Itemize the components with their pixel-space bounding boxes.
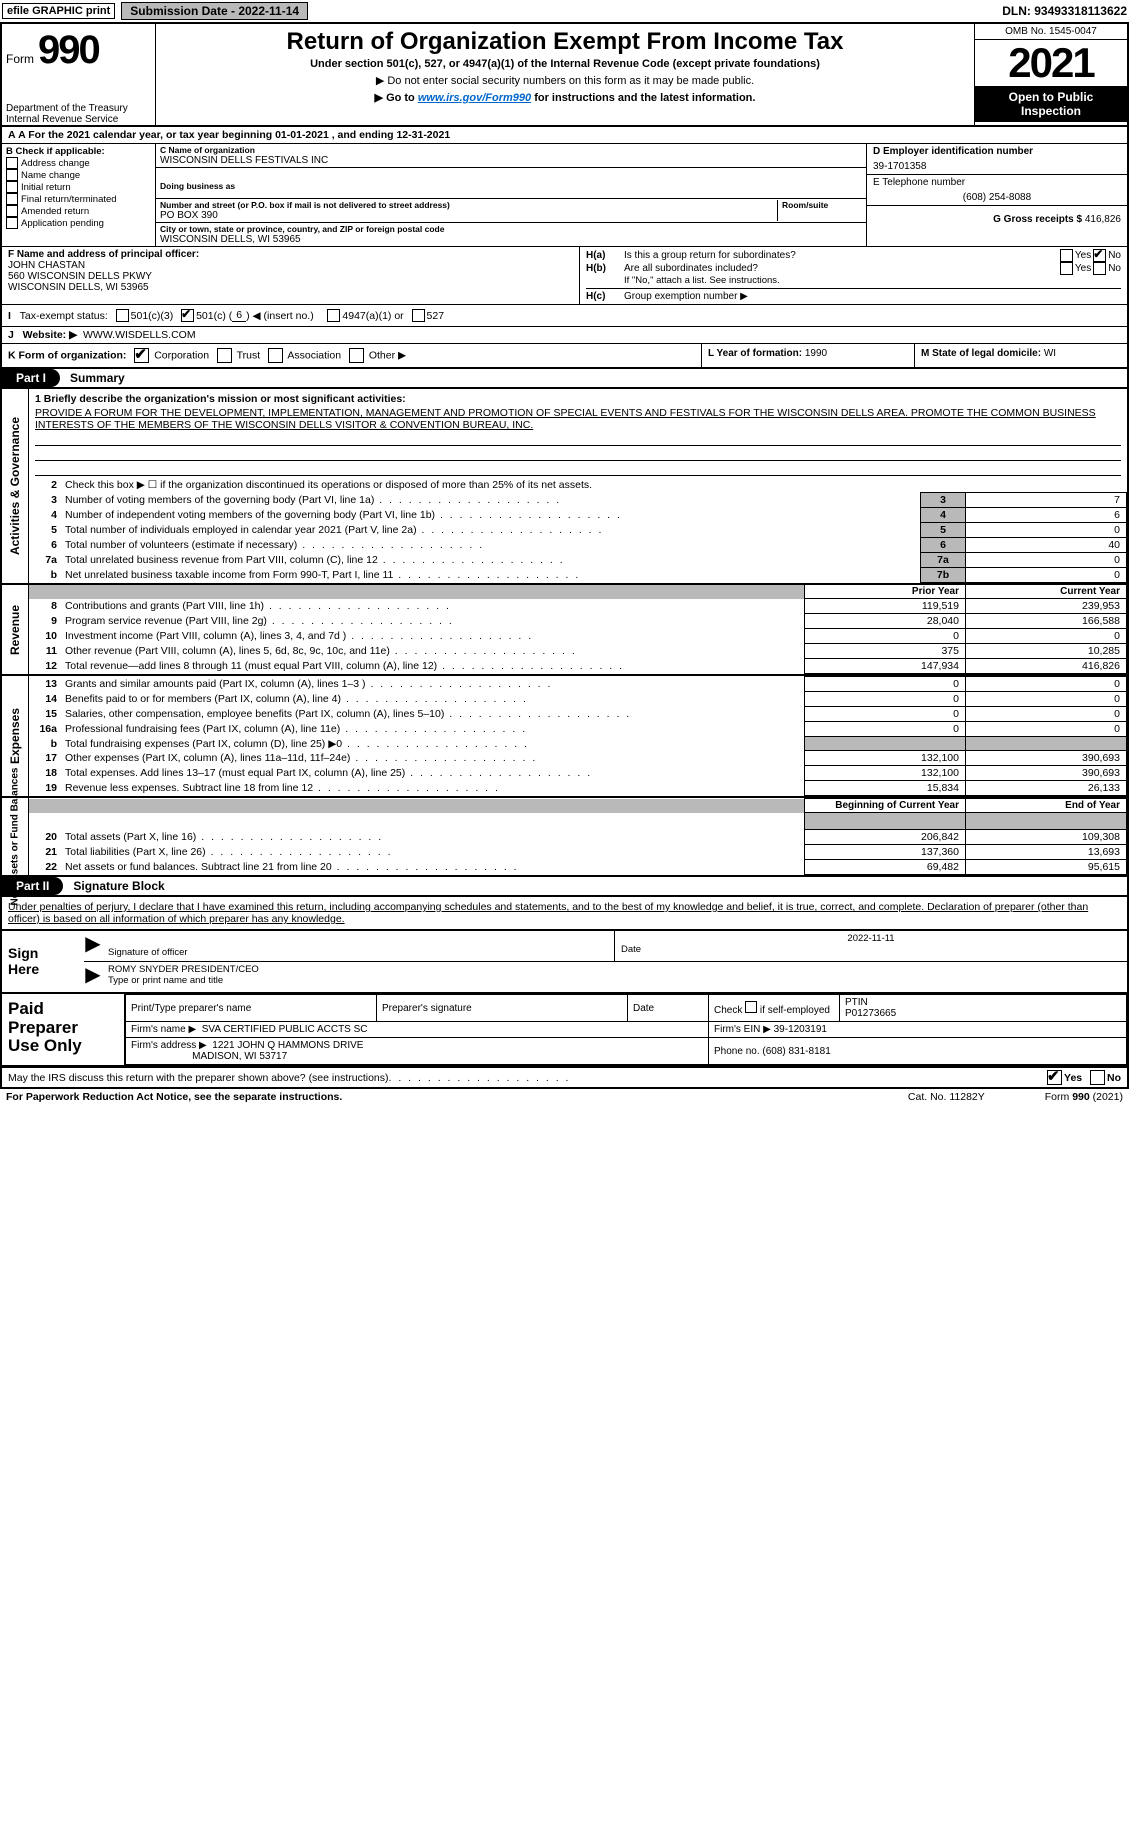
irs-link[interactable]: www.irs.gov/Form990 <box>418 92 531 104</box>
chk-amended[interactable] <box>6 205 18 217</box>
mission-text: PROVIDE A FORUM FOR THE DEVELOPMENT, IMP… <box>35 407 1121 431</box>
discuss-no[interactable] <box>1090 1070 1105 1085</box>
chk-501c[interactable] <box>181 309 194 322</box>
org-name: WISCONSIN DELLS FESTIVALS INC <box>160 155 862 166</box>
bottom-row: For Paperwork Reduction Act Notice, see … <box>0 1089 1129 1105</box>
omb-number: OMB No. 1545-0047 <box>975 24 1127 40</box>
part-ii-header: Part II Signature Block <box>0 877 1129 897</box>
section-bcd: B Check if applicable: Address change Na… <box>0 144 1129 246</box>
signature-area: Sign Here ▶ Signature of officer 2022-11… <box>0 930 1129 994</box>
arrow-icon: ▶ <box>84 931 102 961</box>
efile-graphic-print: efile GRAPHIC print <box>2 3 115 19</box>
ha-no[interactable] <box>1093 249 1106 262</box>
ssn-note: ▶ Do not enter social security numbers o… <box>166 74 964 87</box>
governance-table: 2Check this box ▶ ☐ if the organization … <box>29 478 1127 583</box>
org-address: PO BOX 390 <box>160 210 777 221</box>
section-klm: K Form of organization: Corporation Trus… <box>0 344 1129 369</box>
efile-topbar: efile GRAPHIC print Submission Date - 20… <box>0 0 1129 22</box>
open-to-public: Open to Public Inspection <box>975 86 1127 122</box>
penalty-statement: Under penalties of perjury, I declare th… <box>0 897 1129 930</box>
chk-501c3[interactable] <box>116 309 129 322</box>
box-b: B Check if applicable: Address change Na… <box>2 144 156 246</box>
chk-other[interactable] <box>349 348 364 363</box>
form-title: Return of Organization Exempt From Incom… <box>166 28 964 56</box>
netassets-section: Net Assets or Fund Balances Beginning of… <box>0 797 1129 877</box>
dept-treasury: Department of the Treasury <box>6 103 151 114</box>
irs-label: Internal Revenue Service <box>6 114 151 125</box>
section-j: J Website: ▶ WWW.WISDELLS.COM <box>0 327 1129 344</box>
box-c: C Name of organization WISCONSIN DELLS F… <box>156 144 866 246</box>
chk-app-pending[interactable] <box>6 217 18 229</box>
org-city: WISCONSIN DELLS, WI 53965 <box>160 234 862 245</box>
dln: DLN: 93493318113622 <box>1002 4 1127 18</box>
revenue-table: Prior YearCurrent Year8Contributions and… <box>29 585 1127 674</box>
section-fh: F Name and address of principal officer:… <box>0 246 1129 304</box>
chk-address-change[interactable] <box>6 157 18 169</box>
chk-4947[interactable] <box>327 309 340 322</box>
part-i-header: Part I Summary <box>0 369 1129 389</box>
ein-value: 39-1701358 <box>873 161 1121 172</box>
ha-yes[interactable] <box>1060 249 1073 262</box>
preparer-area: Paid Preparer Use Only Print/Type prepar… <box>0 994 1129 1067</box>
gross-receipts: 416,826 <box>1085 214 1121 225</box>
chk-name-change[interactable] <box>6 169 18 181</box>
hb-no[interactable] <box>1093 262 1106 275</box>
phone-value: (608) 254-8088 <box>873 192 1121 203</box>
expenses-section: Expenses 13Grants and similar amounts pa… <box>0 675 1129 797</box>
discuss-yes[interactable] <box>1047 1070 1062 1085</box>
netassets-table: Beginning of Current YearEnd of Year20To… <box>29 798 1127 875</box>
form-number: 990 <box>38 28 99 73</box>
form-header: Form 990 Department of the Treasury Inte… <box>0 22 1129 125</box>
form-subtitle: Under section 501(c), 527, or 4947(a)(1)… <box>166 58 964 70</box>
preparer-table: Print/Type preparer's name Preparer's si… <box>125 994 1127 1065</box>
arrow-icon: ▶ <box>84 962 102 992</box>
chk-association[interactable] <box>268 348 283 363</box>
chk-trust[interactable] <box>217 348 232 363</box>
box-d-e-g: D Employer identification number 39-1701… <box>866 144 1127 246</box>
officer-name: JOHN CHASTAN <box>8 260 85 271</box>
hb-yes[interactable] <box>1060 262 1073 275</box>
discuss-row: May the IRS discuss this return with the… <box>0 1067 1129 1089</box>
chk-final-return[interactable] <box>6 193 18 205</box>
chk-corporation[interactable] <box>134 348 149 363</box>
revenue-section: Revenue Prior YearCurrent Year8Contribut… <box>0 584 1129 675</box>
submission-date: Submission Date - 2022-11-14 <box>121 2 308 20</box>
expenses-table: 13Grants and similar amounts paid (Part … <box>29 676 1127 796</box>
goto-line: ▶ Go to www.irs.gov/Form990 for instruct… <box>166 91 964 104</box>
section-i: I Tax-exempt status: 501(c)(3) 501(c) (6… <box>0 304 1129 327</box>
website-value: WWW.WISDELLS.COM <box>83 329 196 341</box>
chk-initial-return[interactable] <box>6 181 18 193</box>
chk-527[interactable] <box>412 309 425 322</box>
tax-year: 2021 <box>975 40 1127 86</box>
calendar-year-line: A A For the 2021 calendar year, or tax y… <box>0 125 1129 144</box>
form-word: Form <box>6 52 34 66</box>
governance-section: Activities & Governance 1 Briefly descri… <box>0 389 1129 584</box>
chk-self-employed[interactable] <box>745 1001 757 1013</box>
